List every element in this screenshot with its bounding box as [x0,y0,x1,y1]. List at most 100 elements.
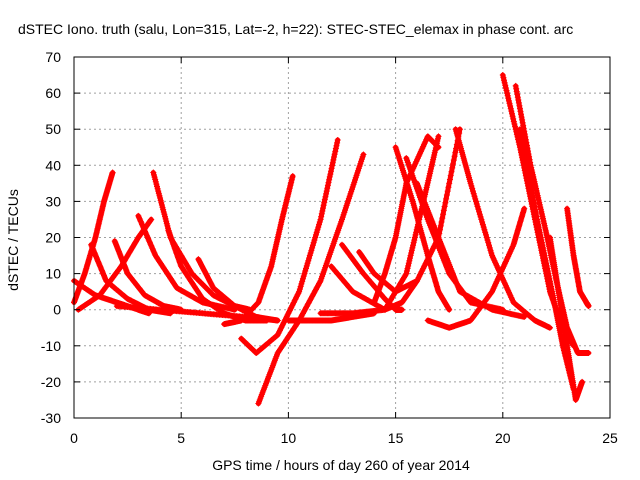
data-point-marker [516,102,523,109]
data-point-marker [289,173,296,180]
data-point-marker [330,156,337,163]
data-series-arc10 [113,303,281,324]
data-point-marker [519,119,526,126]
data-point-marker [479,221,486,228]
data-series-arc6 [150,169,253,313]
data-point-marker [524,164,531,171]
data-point-marker [476,211,483,218]
data-point-marker [310,239,317,246]
data-point-marker [95,259,102,266]
y-tick-label: 50 [45,121,61,137]
data-point-marker [438,219,445,226]
data-point-marker [410,239,417,246]
data-point-marker [529,193,536,200]
data-point-marker [523,158,530,165]
data-point-marker [101,273,108,280]
data-point-marker [529,190,536,197]
data-point-marker [102,275,109,282]
data-point-marker [546,275,553,282]
data-point-marker [332,148,339,155]
data-point-marker [473,198,479,205]
data-point-marker [521,313,528,320]
data-point-marker [94,257,101,264]
data-point-marker [317,216,324,223]
data-point-marker [88,243,95,250]
series-trace [150,170,253,313]
data-point-marker [452,149,459,156]
data-point-marker [499,72,506,79]
data-point-marker [403,270,410,277]
data-point-marker [520,142,527,149]
data-point-marker [475,206,482,213]
data-point-marker [504,90,511,97]
data-point-marker [109,169,116,176]
data-point-marker [546,324,553,331]
data-point-marker [539,242,546,249]
data-point-marker [508,110,515,117]
data-series-arc13 [221,173,296,328]
data-point-marker [585,303,592,310]
data-point-marker [334,139,341,146]
data-point-marker [324,185,331,192]
data-point-marker [405,260,412,267]
data-point-marker [301,270,308,277]
data-point-marker [92,252,99,259]
data-point-marker [149,245,156,252]
data-point-marker [315,224,322,231]
data-point-marker [521,148,528,155]
data-point-marker [320,202,327,209]
data-point-marker [512,123,519,130]
data-point-marker [435,133,442,140]
data-point-marker [486,244,493,251]
data-point-marker [472,195,479,202]
data-point-marker [532,206,539,213]
data-point-marker [509,113,516,120]
data-point-marker [474,203,481,210]
data-point-marker [511,121,518,128]
data-point-marker [138,219,145,226]
data-point-marker [313,229,320,236]
data-point-marker [513,85,520,92]
data-point-marker [92,253,99,260]
data-point-marker [482,231,489,238]
data-point-marker [543,262,550,269]
data-point-marker [506,100,513,107]
data-point-marker [545,270,552,277]
data-point-marker [90,248,97,255]
data-point-marker [410,242,417,249]
data-point-marker [98,267,105,274]
data-point-marker [137,217,144,224]
data-point-marker [503,87,510,94]
data-point-marker [536,226,543,233]
data-point-marker [537,234,544,241]
data-point-marker [544,265,551,272]
data-point-marker [528,187,535,194]
data-point-marker [518,111,525,118]
data-point-marker [135,214,142,221]
data-point-marker [316,219,323,226]
y-tick-label: 40 [45,157,61,173]
data-point-marker [526,177,533,184]
data-point-marker [505,97,512,104]
data-point-marker [440,207,447,214]
data-point-marker [100,271,107,278]
data-point-marker [437,222,444,229]
data-series-arc24 [414,180,528,320]
data-point-marker [91,249,98,256]
data-point-marker [148,244,155,251]
data-point-marker [89,244,96,251]
x-tick-label: 5 [177,430,185,446]
data-point-marker [298,280,305,287]
data-point-marker [147,241,154,248]
data-point-marker [476,208,483,215]
data-point-marker [404,265,411,272]
data-point-marker [531,200,538,207]
data-point-marker [407,252,414,259]
data-point-marker [300,273,307,280]
data-point-marker [477,213,484,220]
data-point-marker [471,193,478,200]
data-series-arc29 [564,205,592,310]
data-point-marker [331,151,338,158]
data-point-marker [522,155,529,162]
data-point-marker [508,108,515,115]
